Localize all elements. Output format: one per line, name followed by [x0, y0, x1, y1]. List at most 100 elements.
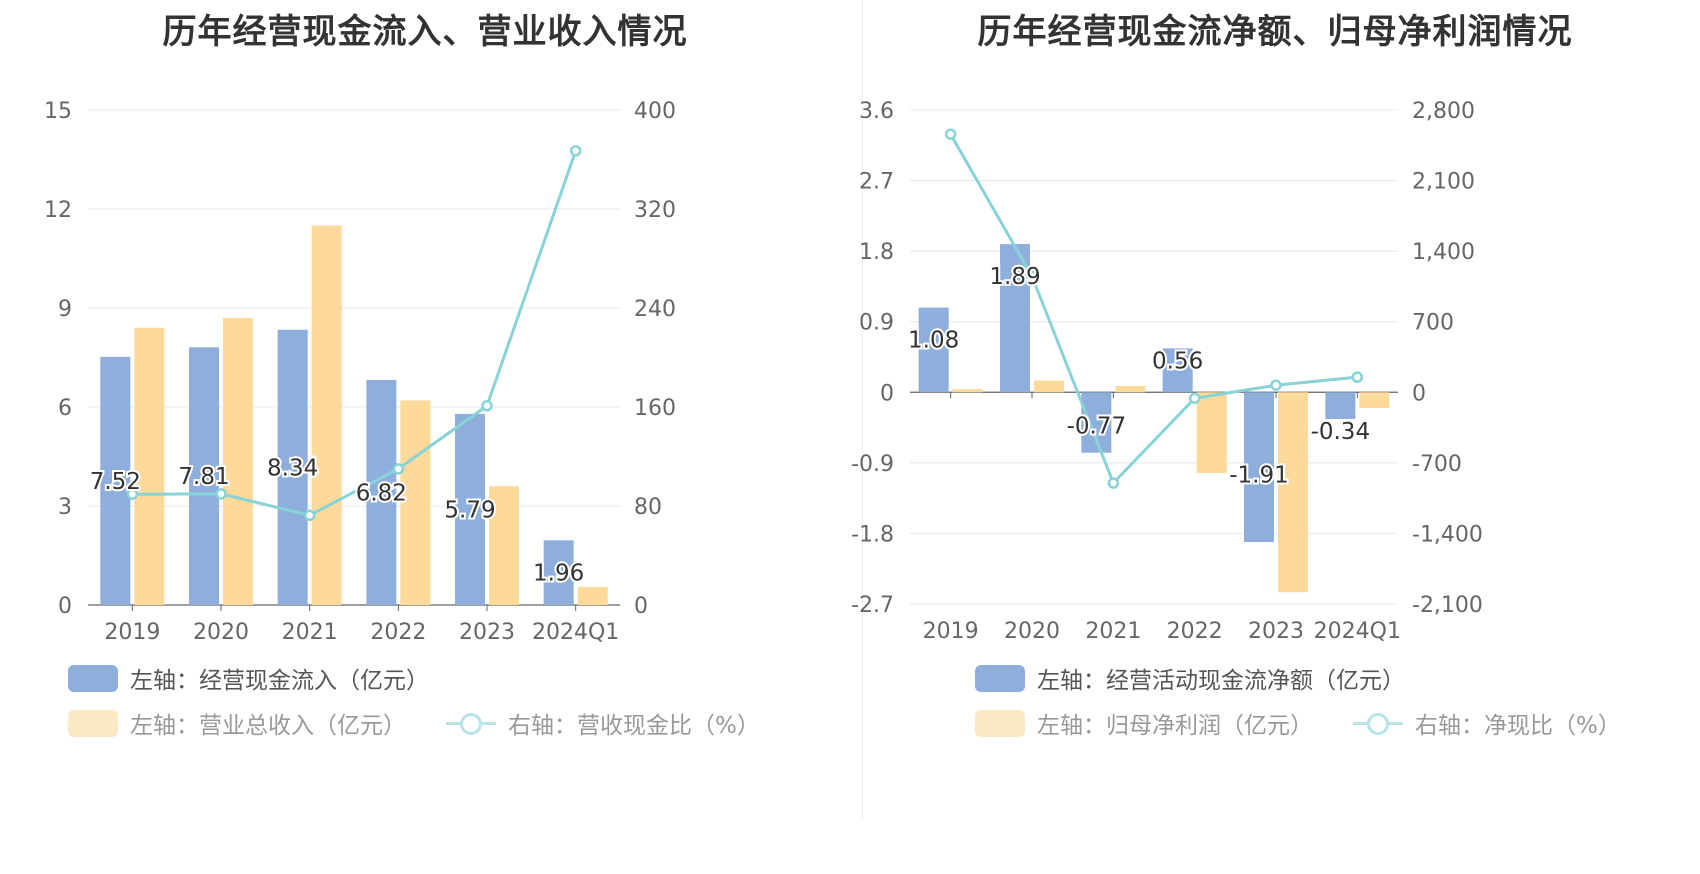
left-chart-panel: 历年经营现金流入、营业收入情况 0 3 6 9 12 15 0 80 160 240 320 400 2… [44, 12, 800, 740]
x-tick-label: 2021 [282, 620, 338, 645]
line-point-2019 [944, 128, 957, 140]
y-left-tick-label: -1.8 [851, 522, 894, 547]
y-right-tick-label: 1,400 [1412, 240, 1475, 265]
bar-2023-a [1244, 392, 1274, 543]
y-left-tick-label: -2.7 [851, 593, 894, 618]
bar-2019-a [100, 356, 131, 605]
data-label-2019: 1.08 [908, 328, 959, 354]
data-label-2020: 7.81 [178, 464, 229, 490]
legend-line-marker-icon [446, 710, 496, 737]
bar-2022-b [1196, 392, 1227, 474]
y-left-tick-label: 15 [44, 99, 72, 124]
legend-label: 左轴：归母净利润（亿元） [1037, 713, 1313, 739]
y-left-tick-label: 1.8 [859, 240, 894, 265]
bar-2023-b [1278, 392, 1308, 593]
data-label-2023: -1.91 [1229, 463, 1289, 489]
x-tick-label: 2019 [104, 620, 160, 645]
data-label-2022: 0.56 [1152, 348, 1203, 374]
line-point-2021 [1107, 477, 1120, 489]
line-point-2022 [392, 463, 405, 475]
left-chart-plot: 0 3 6 9 12 15 0 80 160 240 320 400 2019 2020 2021 2022 2… [44, 99, 676, 645]
y-right-tick-label: -1,400 [1412, 522, 1483, 547]
data-label-2019: 7.52 [90, 469, 141, 495]
bar-2020-a [189, 347, 219, 605]
bar-2024Q1-a [543, 540, 574, 605]
y-right-tick-label: 240 [634, 297, 676, 322]
right-chart-plot: -2.7 -1.8 -0.9 0 0.9 1.8 2.7 3.6 -2,100 -1,400 -70… [851, 99, 1483, 644]
legend-item-cash-ratio[interactable]: 右轴：营收现金比（%） [446, 706, 760, 740]
legend-row-2: 左轴：营业总收入（亿元） 右轴：营收现金比（%） [68, 706, 800, 740]
legend-item-revenue[interactable]: 左轴：营业总收入（亿元） [68, 706, 406, 740]
data-label-2020: 1.89 [989, 264, 1040, 290]
y-right-tick-label: 400 [634, 99, 676, 124]
line-series [132, 150, 578, 517]
line-point-2023 [481, 400, 493, 412]
line-point-2021 [303, 509, 316, 522]
y-right-tick-label: 0 [1412, 381, 1426, 406]
legend-item-net-cash-ratio[interactable]: 右轴：净现比（%） [1353, 706, 1621, 740]
x-tick-label: 2023 [459, 620, 515, 645]
y-right-tick-label: 80 [634, 495, 662, 520]
bar-2019-b [952, 389, 983, 393]
legend-label: 左轴：经营现金流入（亿元） [130, 668, 429, 694]
legend-label: 右轴：净现比（%） [1415, 713, 1621, 739]
bar-2022-b [400, 400, 431, 605]
line-series [949, 133, 1358, 486]
x-tick-label: 2021 [1085, 619, 1141, 644]
bar-2019-a [918, 307, 949, 393]
line-point-2022 [1188, 392, 1201, 405]
legend-row-1: 左轴：经营现金流入（亿元） [68, 661, 469, 695]
legend-item-cash-inflow[interactable]: 左轴：经营现金流入（亿元） [68, 661, 429, 695]
y-left-tick-label: 2.7 [859, 170, 894, 195]
y-right-tick-label: -700 [1412, 452, 1462, 477]
y-left-tick-label: 9 [58, 297, 72, 322]
bar-2020-b [223, 317, 253, 605]
legend-item-net-cash-flow[interactable]: 左轴：经营活动现金流净额（亿元） [975, 661, 1405, 695]
legend-swatch [68, 709, 118, 737]
legend-item-net-profit[interactable]: 左轴：归母净利润（亿元） [975, 706, 1313, 740]
right-chart-panel: 历年经营现金流净额、归母净利润情况 -2.7 -1.8 -0.9 0 0.9 1.8 2.7… [850, 0, 1700, 874]
y-left-tick-label: 3.6 [859, 99, 894, 124]
y-right-tick-label: 2,100 [1412, 170, 1475, 195]
x-tick-label: 2022 [370, 620, 426, 645]
legend-line-marker-icon [1353, 710, 1403, 737]
x-tick-label: 2020 [193, 620, 249, 645]
bar-2020-a [1000, 244, 1030, 393]
y-left-tick-label: 3 [58, 495, 72, 520]
bar-2019-b [134, 327, 165, 605]
y-left-tick-label: 6 [58, 396, 72, 421]
line-point-2023 [1270, 379, 1282, 391]
data-label-2024Q1: 1.96 [533, 561, 584, 587]
bar-2024Q1-a [1325, 392, 1356, 419]
line-point-2020 [215, 488, 227, 500]
y-left-tick-label: 0 [58, 594, 72, 619]
chart-title: 历年经营现金流入、营业收入情况 [162, 12, 688, 52]
y-left-tick-label: 12 [44, 198, 72, 223]
y-left-tick-label: 0.9 [859, 311, 894, 336]
bar-2020-b [1034, 380, 1064, 393]
y-right-tick-label: -2,100 [1412, 593, 1483, 618]
x-tick-label: 2024Q1 [532, 620, 619, 645]
legend-swatch [975, 664, 1025, 692]
chart-title: 历年经营现金流净额、归母净利润情况 [977, 12, 1573, 52]
bar-2021-b [311, 225, 342, 605]
bar-2021-a [277, 329, 308, 605]
data-label-2023: 5.79 [444, 497, 495, 523]
bar-2024Q1-b [1359, 392, 1390, 408]
panel-divider [862, 0, 863, 820]
data-label-2022: 6.82 [356, 480, 407, 506]
legend-row-2: 左轴：归母净利润（亿元） 右轴：净现比（%） [975, 706, 1661, 740]
bar-2024Q1-b [577, 586, 608, 605]
data-label-2021: -0.77 [1067, 413, 1127, 439]
legend-label: 左轴：经营活动现金流净额（亿元） [1037, 668, 1405, 694]
legend-row-1: 左轴：经营活动现金流净额（亿元） [975, 661, 1445, 695]
x-tick-label: 2023 [1248, 619, 1304, 644]
legend-label: 左轴：营业总收入（亿元） [130, 713, 406, 739]
data-label-2021: 8.34 [267, 455, 318, 481]
bar-2022-a [366, 379, 397, 605]
line-point-2019 [126, 488, 139, 500]
y-left-tick-label: 0 [880, 381, 894, 406]
bar-2022-a [1162, 348, 1193, 393]
y-left-tick-label: -0.9 [851, 452, 894, 477]
x-tick-label: 2020 [1004, 619, 1060, 644]
